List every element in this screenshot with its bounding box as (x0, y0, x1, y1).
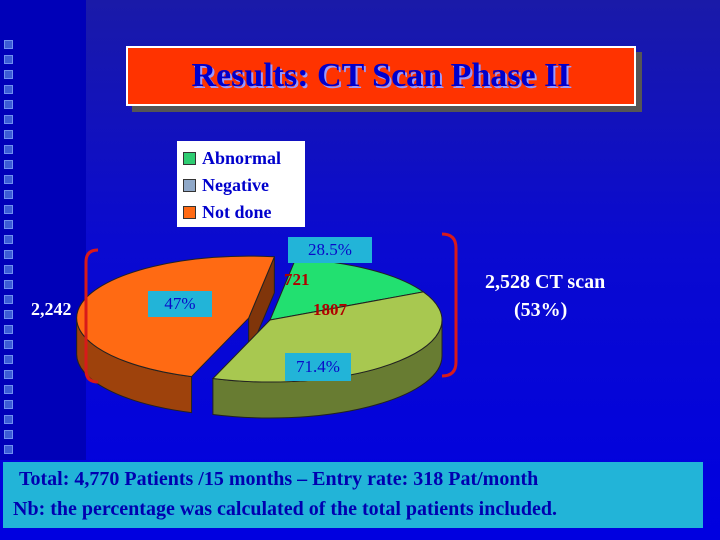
bullet-square (4, 220, 13, 229)
legend-item-not-done: Not done (183, 199, 299, 226)
footer-line-1: Total: 4,770 Patients /15 months – Entry… (19, 468, 539, 490)
bullet-square (4, 70, 13, 79)
ct-scan-pct-label: (53%) (514, 299, 568, 321)
legend-label-not-done: Not done (202, 202, 272, 222)
bullet-square (4, 340, 13, 349)
bullet-square (4, 370, 13, 379)
pie-slice-negative (211, 291, 443, 383)
bullet-square (4, 115, 13, 124)
abnormal-count-label: 721 (284, 270, 310, 289)
bullet-square (4, 280, 13, 289)
not-done-count-label: 2,242 (31, 299, 72, 319)
right-bracket (441, 232, 458, 378)
left-bracket (84, 248, 99, 384)
bullet-square (4, 145, 13, 154)
bullet-square (4, 325, 13, 334)
bullet-square (4, 295, 13, 304)
bullet-square (4, 385, 13, 394)
bullet-square (4, 100, 13, 109)
left-band (0, 0, 86, 460)
legend-swatch-negative (183, 179, 196, 192)
negative-count-label: 1807 (313, 300, 347, 319)
footer-line-2: Nb: the percentage was calculated of the… (13, 498, 558, 520)
bullet-square (4, 130, 13, 139)
bullet-square (4, 190, 13, 199)
bullet-square (4, 40, 13, 49)
bullet-square (4, 310, 13, 319)
bullet-square (4, 85, 13, 94)
bullet-square (4, 400, 13, 409)
legend-swatch-abnormal (183, 152, 196, 165)
abnormal-pct-label: 28.5% (288, 237, 372, 263)
bullet-square (4, 205, 13, 214)
bullet-square (4, 250, 13, 259)
bullet-square (4, 445, 13, 454)
legend-item-negative: Negative (183, 172, 299, 199)
legend-swatch-not-done (183, 206, 196, 219)
title-box: Results: CT Scan Phase II (126, 46, 636, 106)
bullet-square (4, 355, 13, 364)
bullet-square (4, 235, 13, 244)
bullet-square (4, 430, 13, 439)
bullet-square (4, 415, 13, 424)
negative-pct-label: 71.4% (285, 353, 351, 381)
bullet-square (4, 265, 13, 274)
page-title: Results: CT Scan Phase II (191, 57, 571, 94)
pie-group (76, 255, 443, 419)
bullet-square (4, 55, 13, 64)
chart-legend: Abnormal Negative Not done (177, 141, 305, 227)
ct-scan-label: 2,528 CT scan (485, 271, 606, 293)
not-done-pct-label: 47% (148, 291, 212, 317)
footer-box (3, 462, 703, 528)
legend-label-abnormal: Abnormal (202, 148, 282, 168)
bullet-square (4, 160, 13, 169)
legend-item-abnormal: Abnormal (183, 145, 299, 172)
bullet-square (4, 175, 13, 184)
legend-label-negative: Negative (202, 175, 269, 195)
bullet-decoration (4, 40, 16, 460)
